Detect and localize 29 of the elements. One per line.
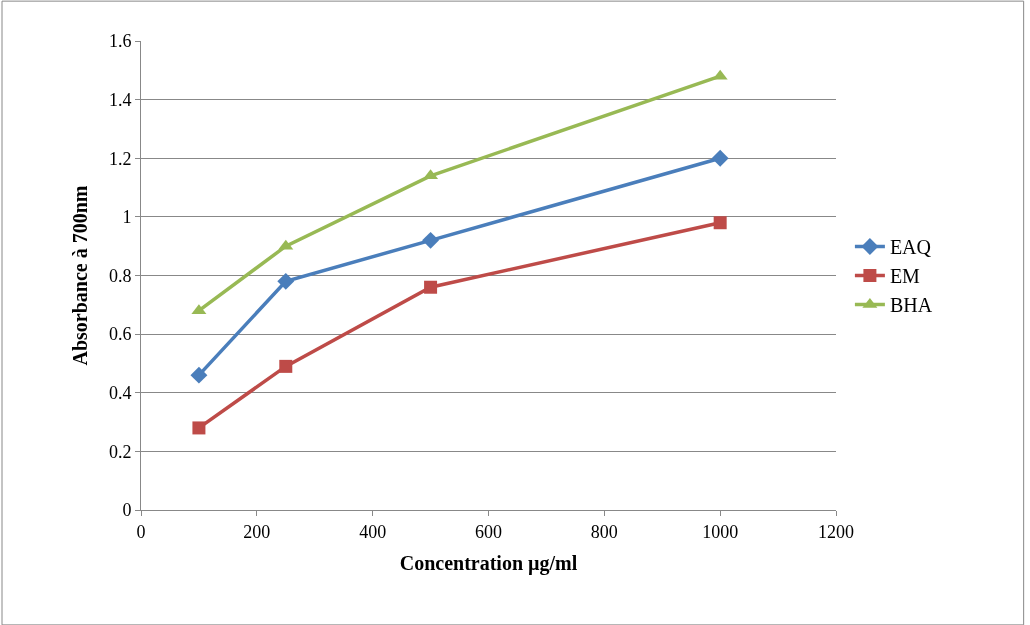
point [422, 231, 440, 249]
y-tick-label: 0.6 [108, 324, 132, 345]
x-axis-title: Concentration µg/ml [399, 552, 578, 576]
point [424, 280, 438, 294]
point [279, 359, 293, 373]
point [190, 366, 208, 384]
y-tick-label: 0.4 [108, 383, 132, 404]
x-tick-label: 0 [136, 521, 146, 542]
x-tick-label: 200 [243, 521, 271, 542]
y-tick-label: 1.2 [108, 148, 132, 169]
x-tick-label: 400 [359, 521, 387, 542]
point [192, 421, 206, 435]
x-tick-label: 1200 [818, 521, 854, 542]
legend-label: EM [889, 265, 921, 288]
y-tick-label: 0 [122, 500, 132, 521]
legend-label: EAQ [889, 236, 932, 259]
x-tick-label: 800 [590, 521, 618, 542]
x-tick-label: 1000 [702, 521, 739, 542]
point [711, 149, 729, 167]
point [713, 216, 727, 230]
legend-label: BHA [889, 294, 933, 317]
y-tick-label: 0.8 [108, 265, 132, 286]
y-tick-label: 1.4 [108, 89, 132, 110]
x-tick-label: 600 [475, 521, 502, 542]
y-tick-label: 1.6 [108, 31, 132, 52]
y-axis-title: Absorbance à 700nm [69, 185, 92, 366]
y-tick-label: 0.2 [108, 441, 132, 462]
y-tick-label: 1 [122, 207, 132, 228]
point [277, 272, 295, 290]
